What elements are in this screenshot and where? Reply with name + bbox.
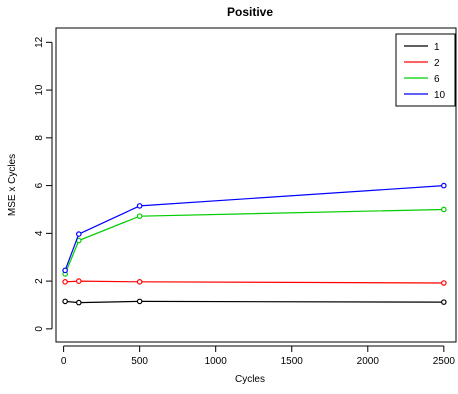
legend-label: 6 xyxy=(434,74,440,85)
x-tick-label: 500 xyxy=(131,356,148,367)
data-point xyxy=(136,298,143,305)
x-tick-label: 1500 xyxy=(281,356,304,367)
data-point xyxy=(136,213,143,219)
y-tick-label: 8 xyxy=(34,135,45,141)
data-point xyxy=(76,231,82,237)
y-tick-label: 4 xyxy=(34,230,45,236)
y-axis-label: MSE x Cycles xyxy=(7,154,18,216)
series-line-6 xyxy=(64,208,444,275)
data-point xyxy=(62,298,68,305)
data-point xyxy=(62,267,68,274)
x-tick-label: 1000 xyxy=(205,356,228,367)
data-point xyxy=(441,206,447,213)
x-axis: 0 500 1000 1500 2000 2500 xyxy=(61,345,456,367)
legend-label: 10 xyxy=(434,90,446,101)
x-axis-label: Cycles xyxy=(235,374,265,385)
data-point xyxy=(76,299,82,306)
data-point xyxy=(76,278,82,284)
legend: 1 2 6 10 xyxy=(395,33,456,107)
data-point xyxy=(136,203,143,209)
y-tick-label: 6 xyxy=(34,182,45,188)
data-point xyxy=(136,279,143,285)
x-tick-label: 2500 xyxy=(433,356,456,367)
y-tick-label: 12 xyxy=(34,36,45,48)
legend-label: 2 xyxy=(434,58,440,69)
data-point xyxy=(441,182,447,189)
data-point xyxy=(441,280,447,286)
x-tick-label: 2000 xyxy=(357,356,380,367)
y-tick-label: 2 xyxy=(34,278,45,284)
y-axis: 0 2 4 6 8 10 12 xyxy=(34,36,53,332)
data-point xyxy=(441,299,447,305)
series-line-1 xyxy=(65,300,444,304)
legend-box xyxy=(395,33,456,107)
series-line-2 xyxy=(65,280,444,284)
x-tick-label: 0 xyxy=(61,356,67,367)
y-tick-label: 0 xyxy=(34,326,45,332)
series-layer xyxy=(62,182,447,306)
plot-frame xyxy=(55,27,457,343)
legend-label: 1 xyxy=(434,42,440,53)
series-line-10 xyxy=(64,184,444,271)
data-point xyxy=(62,279,68,285)
y-tick-label: 10 xyxy=(34,84,45,96)
chart-title: Positive xyxy=(227,5,273,19)
